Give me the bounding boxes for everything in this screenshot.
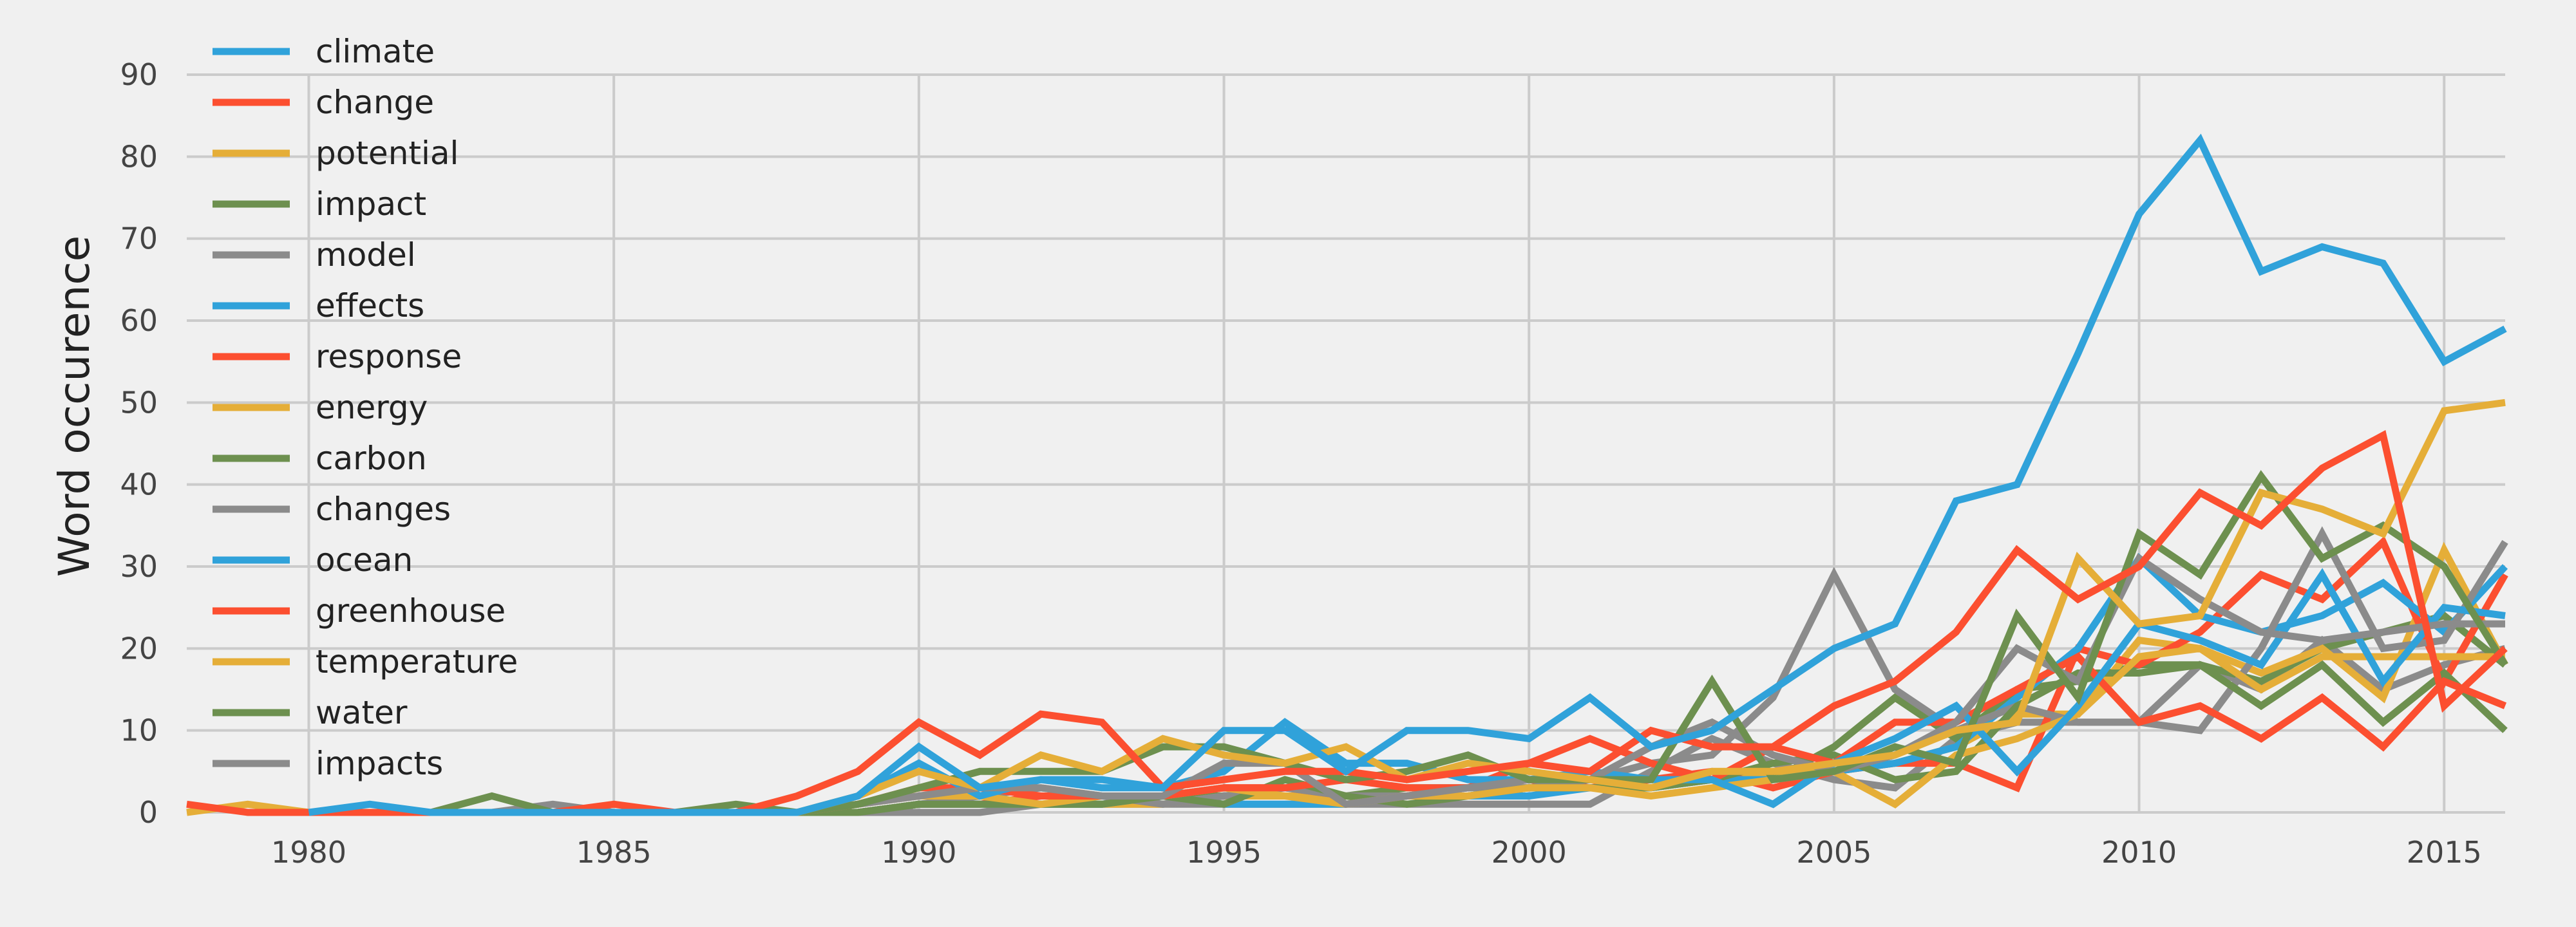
x-tick-label: 1985 (576, 835, 652, 870)
x-tick-label: 1995 (1186, 835, 1262, 870)
grid-lines (187, 73, 2505, 814)
legend-label-changes: changes (316, 491, 451, 528)
x-tick-label: 1990 (881, 835, 956, 870)
x-tick-label: 2005 (1796, 835, 1871, 870)
legend-label-response: response (316, 338, 462, 375)
y-tick-labels: 0 10 20 30 40 50 60 70 80 90 (120, 57, 158, 830)
legend-label-impact: impact (316, 185, 426, 223)
y-tick-label: 80 (120, 139, 158, 174)
legend-label-temperature: temperature (316, 643, 518, 680)
x-tick-label: 1980 (271, 835, 346, 870)
plot-area (187, 0, 2505, 812)
y-tick-label: 70 (120, 221, 158, 256)
legend-label-carbon: carbon (316, 440, 427, 477)
legend-label-greenhouse: greenhouse (316, 592, 506, 630)
x-tick-label: 2015 (2407, 835, 2482, 870)
y-tick-label: 30 (120, 549, 158, 584)
legend-label-change: change (316, 84, 434, 121)
y-tick-label: 10 (120, 713, 158, 748)
legend-label-potential: potential (316, 135, 459, 172)
x-tick-label: 2010 (2101, 835, 2177, 870)
y-tick-label: 90 (120, 57, 158, 92)
legend-label-water: water (316, 694, 408, 731)
legend-label-ocean: ocean (316, 541, 413, 579)
legend-label-impacts: impacts (316, 745, 443, 782)
x-tick-labels: 1980 1985 1990 1995 2000 2005 2010 2015 (271, 835, 2482, 870)
y-tick-label: 50 (120, 385, 158, 420)
legend-label-effects: effects (316, 287, 424, 324)
y-axis-label: Word occurence (50, 236, 99, 577)
legend-label-climate: climate (316, 33, 435, 70)
series-line-climate (308, 133, 2507, 816)
legend-label-model: model (316, 236, 416, 274)
y-tick-label: 20 (120, 631, 158, 666)
y-tick-label: 40 (120, 467, 158, 502)
legend-label-energy: energy (316, 389, 428, 426)
y-tick-label: 0 (139, 795, 158, 830)
y-tick-label: 60 (120, 303, 158, 338)
series-lines (186, 133, 2508, 816)
x-tick-label: 2000 (1492, 835, 1567, 870)
legend: climate change potential impact model effects… (213, 33, 518, 782)
